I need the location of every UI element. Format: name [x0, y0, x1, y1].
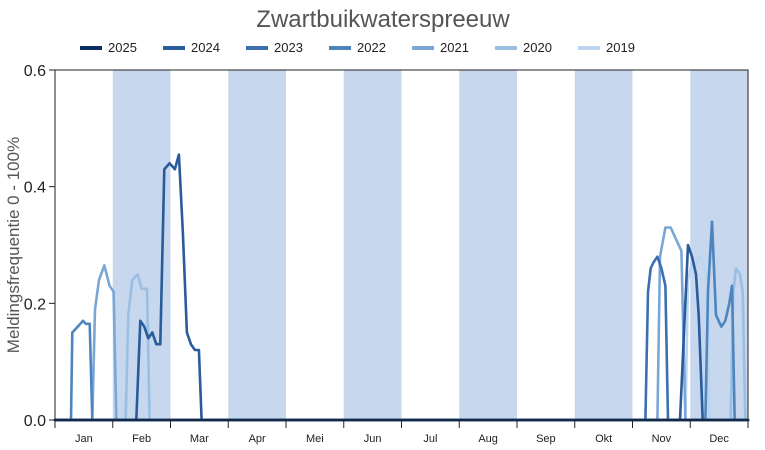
x-tick-label-jun: Jun	[364, 433, 382, 445]
series-line-2022b	[53, 220, 750, 422]
x-tick-label-feb: Feb	[132, 433, 151, 445]
legend-item-2025: 2025	[80, 40, 137, 55]
x-tick-label-sep: Sep	[536, 433, 556, 445]
y-axis-label: Meldingsfrequentie 0 - 100%	[4, 137, 23, 353]
series-lines	[53, 153, 750, 422]
y-tick-label: 0.4	[24, 180, 46, 197]
series-line-2021b	[53, 226, 750, 422]
shade-band-okt	[574, 70, 633, 420]
legend-label: 2022	[357, 40, 386, 55]
x-tick-label-mei: Mei	[306, 433, 324, 445]
y-tick-label: 0.6	[24, 63, 46, 80]
shade-band-apr	[228, 70, 286, 420]
x-tick-label-dec: Dec	[709, 433, 729, 445]
month-shading	[112, 70, 748, 420]
x-tick-label-jul: Jul	[423, 433, 437, 445]
x-tick-label-okt: Okt	[595, 433, 612, 445]
x-tick-label-mar: Mar	[190, 433, 209, 445]
legend: 2025 2024 2023 2022 2021 2020 2019	[80, 40, 635, 55]
x-tick-label-jan: Jan	[75, 433, 93, 445]
series-line-2024b	[53, 243, 750, 422]
series-line-2020b	[53, 267, 750, 422]
chart-title: Zwartbuikwaterspreeuw	[256, 6, 510, 33]
legend-item-2023: 2023	[246, 40, 303, 55]
series-line-2024	[53, 153, 750, 422]
legend-item-2024: 2024	[163, 40, 220, 55]
shade-band-jun	[343, 70, 402, 420]
shade-band-feb	[112, 70, 171, 420]
legend-label: 2023	[274, 40, 303, 55]
series-line-2022	[53, 319, 750, 422]
x-axis: Jan Feb Mar Apr Mei Jun Jul Aug Sep Okt Nov Dec	[54, 420, 749, 445]
shade-band-dec	[690, 70, 748, 420]
legend-item-2022: 2022	[329, 40, 386, 55]
series-line-2023	[53, 255, 750, 422]
series-line-2021	[53, 264, 750, 422]
y-axis: 0.0 0.2 0.4 0.6	[24, 63, 55, 430]
y-tick-label: 0.2	[24, 296, 46, 313]
series-line-2020	[53, 272, 750, 422]
legend-label: 2025	[108, 40, 137, 55]
x-tick-label-apr: Apr	[249, 433, 266, 445]
legend-label: 2020	[523, 40, 552, 55]
x-tick-label-nov: Nov	[652, 433, 672, 445]
legend-item-2019: 2019	[578, 40, 635, 55]
legend-label: 2024	[191, 40, 220, 55]
x-tick-label-aug: Aug	[478, 433, 498, 445]
shade-band-aug	[459, 70, 517, 420]
y-tick-label: 0.0	[24, 413, 46, 430]
legend-label: 2021	[440, 40, 469, 55]
legend-item-2020: 2020	[495, 40, 552, 55]
legend-label: 2019	[606, 40, 635, 55]
legend-item-2021: 2021	[412, 40, 469, 55]
